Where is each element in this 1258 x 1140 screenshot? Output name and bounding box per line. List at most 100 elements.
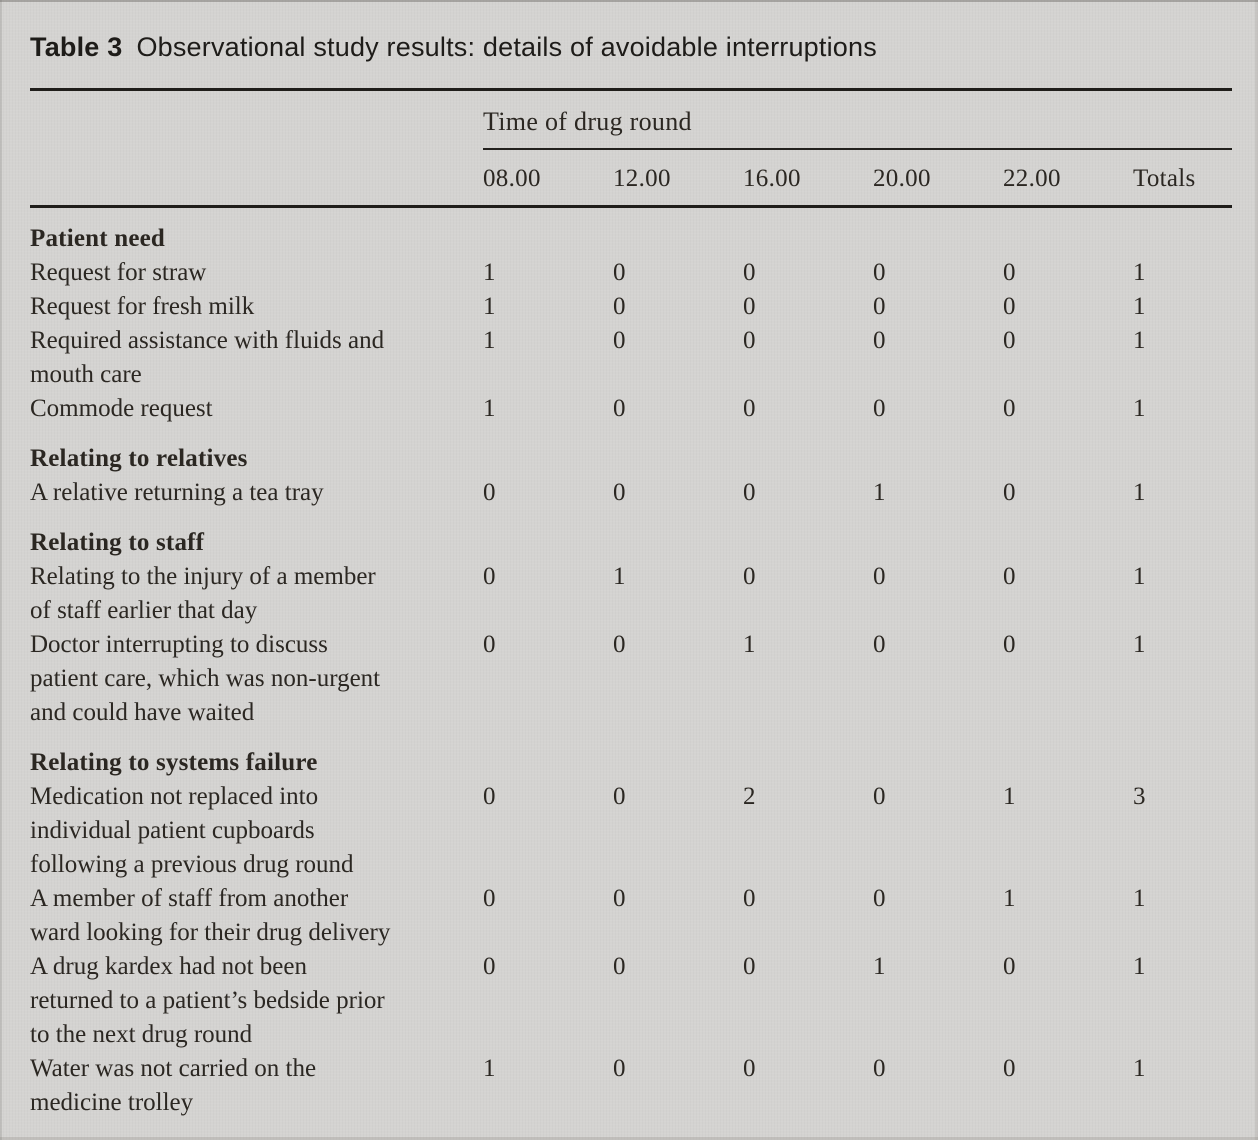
value-cell: 1 [1133, 953, 1146, 980]
table-row: A drug kardex had not been returned to a … [30, 950, 1232, 1052]
column-header: 20.00 [873, 165, 931, 192]
table-title-text: Observational study results: details of … [136, 32, 877, 62]
column-header-totals: Totals [1133, 165, 1196, 192]
top-rule [30, 88, 1232, 91]
table-row: A relative returning a tea tray 0 0 0 1 0 1 [30, 476, 1232, 510]
value-cell: 0 [743, 1055, 756, 1082]
row-label-header-spacer [30, 165, 483, 193]
value-cell: 0 [873, 395, 886, 422]
row-label: A drug kardex had not been returned to a … [30, 950, 483, 1052]
value-cell: 0 [1003, 259, 1016, 286]
row-label: A relative returning a tea tray [30, 476, 483, 510]
value-cell: 1 [873, 479, 886, 506]
value-cell: 0 [1003, 327, 1016, 354]
row-label: Request for fresh milk [30, 290, 483, 324]
row-label: Medication not replaced into individual p… [30, 780, 483, 882]
value-cell: 1 [613, 563, 626, 590]
row-label-line: of staff earlier that day [30, 597, 258, 624]
value-cell: 0 [743, 563, 756, 590]
row-label: Request for straw [30, 256, 483, 290]
value-cell: 1 [1133, 631, 1146, 658]
value-cell: 1 [483, 293, 496, 320]
value-cell: 0 [743, 885, 756, 912]
value-cell: 0 [613, 783, 626, 810]
column-header: 16.00 [743, 165, 801, 192]
value-cell: 1 [483, 327, 496, 354]
value-cell: 0 [873, 563, 886, 590]
row-label-line: Water was not carried on the [30, 1055, 317, 1082]
column-header: 08.00 [483, 165, 541, 192]
value-cell: 0 [613, 479, 626, 506]
row-label-line: Request for fresh milk [30, 293, 255, 320]
value-cell: 1 [483, 259, 496, 286]
value-cell: 0 [743, 259, 756, 286]
column-header: 12.00 [613, 165, 671, 192]
column-header-row: 08.00 12.00 16.00 20.00 22.00 Totals [30, 150, 1232, 205]
value-cell: 0 [483, 783, 496, 810]
row-label-line: medicine trolley [30, 1089, 194, 1116]
value-cell: 1 [1003, 783, 1016, 810]
value-cell: 0 [743, 293, 756, 320]
row-label-line: A drug kardex had not been [30, 953, 308, 980]
header-rule [30, 205, 1232, 208]
value-cell: 1 [873, 953, 886, 980]
value-cell: 0 [483, 479, 496, 506]
table-row: Medication not replaced into individual p… [30, 780, 1232, 882]
row-label: Required assistance with fluids and mouth… [30, 324, 483, 392]
value-cell: 0 [483, 563, 496, 590]
value-cell: 1 [1133, 1055, 1146, 1082]
value-cell: 1 [743, 631, 756, 658]
row-label-line: individual patient cupboards [30, 817, 315, 844]
value-cell: 1 [1133, 293, 1146, 320]
value-cell: 0 [613, 395, 626, 422]
value-cell: 1 [1133, 259, 1146, 286]
value-cell: 0 [873, 631, 886, 658]
table-number: Table 3 [30, 32, 123, 62]
value-cell: 2 [743, 783, 756, 810]
value-cell: 0 [873, 885, 886, 912]
value-cell: 0 [743, 953, 756, 980]
value-cell: 0 [1003, 631, 1016, 658]
value-cell: 0 [1003, 563, 1016, 590]
value-cell: 0 [873, 1055, 886, 1082]
table-row: Relating to the injury of a member of sta… [30, 560, 1232, 628]
row-label-line: following a previous drug round [30, 851, 354, 878]
value-cell: 0 [613, 293, 626, 320]
value-cell: 1 [1133, 479, 1146, 506]
value-cell: 1 [483, 395, 496, 422]
value-cell: 0 [873, 783, 886, 810]
value-cell: 1 [1133, 563, 1146, 590]
value-cell: 0 [1003, 293, 1016, 320]
value-cell: 0 [873, 293, 886, 320]
row-label-line: A relative returning a tea tray [30, 479, 324, 506]
value-cell: 3 [1133, 783, 1146, 810]
table-row: Doctor interrupting to discuss patient ca… [30, 628, 1232, 730]
value-cell: 1 [1133, 395, 1146, 422]
value-cell: 1 [1133, 327, 1146, 354]
value-cell: 1 [483, 1055, 496, 1082]
value-cell: 0 [613, 885, 626, 912]
row-label-line: Medication not replaced into [30, 783, 319, 810]
section-header-row: Relating to staff [30, 529, 205, 556]
table-caption: Table 3 Observational study results: deta… [30, 30, 1232, 64]
row-label-line: Required assistance with fluids and [30, 327, 385, 354]
row-label-line: ward looking for their drug delivery [30, 919, 391, 946]
value-cell: 0 [743, 479, 756, 506]
value-cell: 0 [1003, 395, 1016, 422]
value-cell: 0 [613, 327, 626, 354]
value-cell: 1 [1003, 885, 1016, 912]
row-label: Relating to the injury of a member of sta… [30, 560, 483, 628]
value-cell: 0 [613, 259, 626, 286]
value-cell: 1 [1133, 885, 1146, 912]
value-cell: 0 [1003, 479, 1016, 506]
value-cell: 0 [483, 885, 496, 912]
row-label: Doctor interrupting to discuss patient ca… [30, 628, 483, 730]
row-label-line: returned to a patient’s bedside prior [30, 987, 385, 1014]
row-label: A member of staff from another ward looki… [30, 882, 483, 950]
value-cell: 0 [1003, 953, 1016, 980]
column-header: 22.00 [1003, 165, 1061, 192]
row-label-line: Relating to the injury of a member [30, 563, 376, 590]
table-row: Request for straw 1 0 0 0 0 1 [30, 256, 1232, 290]
table-row: Commode request 1 0 0 0 0 1 [30, 392, 1232, 426]
